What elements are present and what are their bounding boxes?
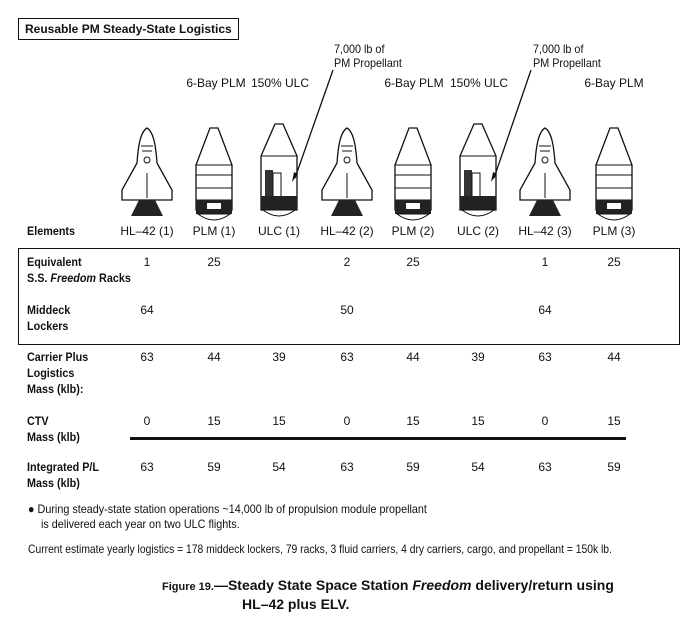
cell-value: 25 — [607, 255, 621, 269]
column-header: ULC (1) — [257, 224, 300, 238]
cell-value: 64 — [140, 303, 154, 317]
cell-value: 63 — [340, 350, 354, 364]
racks-label: Equivalent — [27, 255, 82, 269]
cell-value: 15 — [406, 414, 420, 428]
racks-label-2: S.S. Freedom Racks — [27, 271, 131, 285]
cell-value: 63 — [140, 350, 154, 364]
cell-value: 44 — [607, 350, 621, 364]
column-header: HL–42 (3) — [518, 224, 572, 238]
ctv-label: CTV — [27, 414, 49, 428]
cell-value: 59 — [607, 460, 621, 474]
cell-value: 44 — [207, 350, 221, 364]
cell-value: 15 — [607, 414, 621, 428]
pointer-arrow-1 — [294, 69, 334, 179]
estimate-note: Current estimate yearly logistics = 178 … — [28, 542, 612, 556]
cell-value: 15 — [207, 414, 221, 428]
plm-label-3: 6-Bay PLM — [584, 76, 644, 90]
cell-value: 59 — [406, 460, 420, 474]
figure-title: Reusable PM Steady-State Logistics — [18, 18, 239, 40]
integrated-label-2: Mass (klb) — [27, 476, 80, 490]
integrated-label: Integrated P/L — [27, 460, 100, 474]
carrier-label-3: Mass (klb): — [27, 382, 84, 396]
cell-value: 25 — [406, 255, 420, 269]
plm-label-2: 6-Bay PLM — [384, 76, 444, 90]
carrier-label-2: Logistics — [27, 366, 75, 380]
plm-rocket-icon — [195, 127, 233, 221]
propellant-label-2: 7,000 lb of — [533, 42, 584, 56]
ulc-label-2: 150% ULC — [449, 76, 509, 90]
shuttle-icon — [121, 127, 173, 217]
figure-caption: Figure 19.—Steady State Space Station Fr… — [162, 577, 614, 612]
propellant-label-2b: PM Propellant — [533, 56, 601, 70]
cell-value: 1 — [143, 255, 151, 269]
cell-value: 44 — [406, 350, 420, 364]
cell-value: 59 — [207, 460, 221, 474]
elements-label: Elements — [27, 224, 76, 238]
cell-value: 1 — [541, 255, 549, 269]
lockers-label-2: Lockers — [27, 319, 69, 333]
propellant-label-1: 7,000 lb of — [334, 42, 385, 56]
cell-value: 63 — [538, 350, 552, 364]
cell-value: 39 — [272, 350, 286, 364]
propellant-label-1b: PM Propellant — [334, 56, 402, 70]
crew-items-box — [18, 248, 680, 345]
ulc-rocket-icon — [260, 123, 298, 217]
bullet-note-2: is delivered each year on two ULC flight… — [41, 517, 240, 531]
cell-value: 0 — [541, 414, 549, 428]
plm-label-1: 6-Bay PLM — [186, 76, 246, 90]
cell-value: 64 — [538, 303, 552, 317]
cell-value: 50 — [340, 303, 354, 317]
cell-value: 63 — [140, 460, 154, 474]
cell-value: 15 — [272, 414, 286, 428]
ctv-label-2: Mass (klb) — [27, 430, 80, 444]
cell-value: 0 — [343, 414, 351, 428]
ulc-label-1: 150% ULC — [250, 76, 310, 90]
shuttle-icon — [519, 127, 571, 217]
cell-value: 2 — [343, 255, 351, 269]
carrier-label: Carrier Plus — [27, 350, 89, 364]
cell-value: 63 — [340, 460, 354, 474]
column-header: ULC (2) — [456, 224, 499, 238]
column-header: HL–42 (2) — [320, 224, 374, 238]
pointer-arrow-2 — [493, 69, 532, 179]
plm-rocket-icon — [394, 127, 432, 221]
column-header: HL–42 (1) — [120, 224, 174, 238]
column-header: PLM (2) — [391, 224, 435, 238]
bullet-note: ● During steady-state station operations… — [28, 502, 427, 516]
shuttle-icon — [321, 127, 373, 217]
column-header: PLM (1) — [192, 224, 236, 238]
lockers-label: Middeck — [27, 303, 71, 317]
cell-value: 39 — [471, 350, 485, 364]
ulc-rocket-icon — [459, 123, 497, 217]
cell-value: 15 — [471, 414, 485, 428]
cell-value: 63 — [538, 460, 552, 474]
cell-value: 0 — [143, 414, 151, 428]
vehicle-illustrations — [121, 69, 633, 221]
plm-rocket-icon — [595, 127, 633, 221]
sum-rule — [130, 437, 626, 440]
cell-value: 54 — [471, 460, 485, 474]
cell-value: 25 — [207, 255, 221, 269]
column-header: PLM (3) — [592, 224, 636, 238]
cell-value: 54 — [272, 460, 286, 474]
